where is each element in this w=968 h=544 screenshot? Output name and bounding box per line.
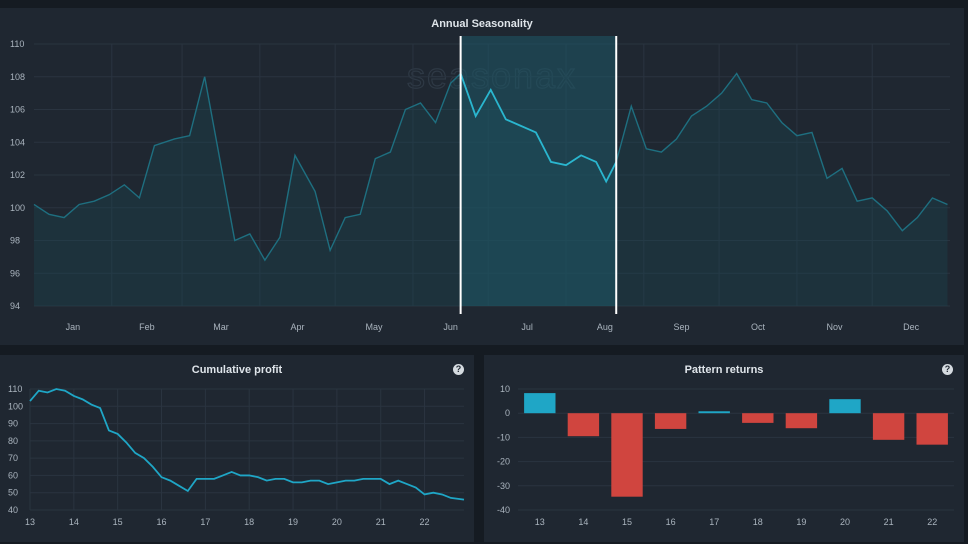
cumulative-profit-panel: Cumulative profit ? 40 50 60 70 80 90 100 110 13… <box>0 355 474 542</box>
x-tick-label: Sep <box>673 322 689 332</box>
x-tick-label: 21 <box>376 517 386 527</box>
y-tick-label: 40 <box>8 505 18 515</box>
x-tick-label: 14 <box>578 517 588 527</box>
y-tick-label: 100 <box>8 401 23 411</box>
y-tick-label: 110 <box>10 39 24 49</box>
x-tick-label: Mar <box>213 322 229 332</box>
x-tick-label: Jul <box>521 322 533 332</box>
y-tick-label: 102 <box>10 170 25 180</box>
x-tick-label: 20 <box>840 517 850 527</box>
x-tick-label: May <box>366 322 384 332</box>
cumulative-profit-line <box>29 388 465 501</box>
x-tick-label: 18 <box>753 517 763 527</box>
x-tick-label: Oct <box>751 322 766 332</box>
x-tick-label: 20 <box>332 517 342 527</box>
y-tick-label: 96 <box>10 268 20 278</box>
y-tick-label: -10 <box>497 432 510 442</box>
bar-14 <box>567 413 600 437</box>
selected-series-line <box>459 73 618 184</box>
y-tick-label: 106 <box>10 105 25 115</box>
x-tick-label: 19 <box>796 517 806 527</box>
y-tick-label: 60 <box>8 470 18 480</box>
y-tick-label: 10 <box>500 384 510 394</box>
x-tick-label: 22 <box>420 517 430 527</box>
bar-13 <box>524 393 556 414</box>
x-tick-label: Feb <box>139 322 155 332</box>
x-tick-label: 16 <box>157 517 167 527</box>
bar-16 <box>654 413 687 429</box>
x-tick-label: 14 <box>69 517 79 527</box>
y-tick-label: 98 <box>10 236 20 246</box>
bar-19 <box>785 413 818 429</box>
bar-17 <box>698 411 730 414</box>
y-tick-label: 104 <box>10 137 25 147</box>
bar-18 <box>742 413 774 423</box>
help-icon[interactable]: ? <box>453 364 464 375</box>
bar-20 <box>829 399 861 414</box>
cumulative-profit-chart: 40 50 60 70 80 90 100 110 13 14 15 16 17 18 19 20 21 22 <box>8 384 465 527</box>
y-tick-label: 94 <box>10 301 20 311</box>
y-tick-label: 50 <box>8 488 18 498</box>
pattern-returns-title: Pattern returns <box>684 364 764 376</box>
y-tick-label: -40 <box>497 505 510 515</box>
seasonality-title: Annual Seasonality <box>431 18 533 30</box>
bar-22 <box>916 413 948 445</box>
x-tick-label: 15 <box>622 517 632 527</box>
x-tick-label: 21 <box>884 517 894 527</box>
y-tick-label: -20 <box>497 457 510 467</box>
bar-15 <box>611 413 643 497</box>
x-tick-label: 18 <box>244 517 254 527</box>
x-tick-label: 17 <box>200 517 210 527</box>
selection-area <box>460 36 617 306</box>
pattern-returns-chart: 10 0 -10 -20 -30 -40 13 14 15 16 17 18 19 20 21 22 <box>497 384 954 527</box>
y-tick-label: 80 <box>8 436 18 446</box>
x-tick-label: 13 <box>25 517 35 527</box>
bar-21 <box>872 413 905 440</box>
x-tick-label: 22 <box>927 517 937 527</box>
y-tick-label: 0 <box>505 408 510 418</box>
cumulative-profit-title: Cumulative profit <box>191 364 283 376</box>
x-tick-label: 13 <box>535 517 545 527</box>
pattern-returns-panel: Pattern returns ? 10 0 -10 -20 -30 -40 13 14 15 1… <box>484 355 964 542</box>
y-tick-label: 110 <box>8 384 22 394</box>
x-tick-label: Jun <box>443 322 458 332</box>
x-tick-label: Apr <box>290 322 304 332</box>
y-tick-label: 90 <box>8 419 18 429</box>
x-tick-label: Nov <box>827 322 844 332</box>
x-tick-label: Dec <box>903 322 920 332</box>
x-tick-label: Jan <box>66 322 81 332</box>
y-tick-label: 70 <box>8 453 18 463</box>
y-tick-label: -30 <box>497 481 510 491</box>
seasonality-chart[interactable]: seasonax949698100102104106108110JanFebMa… <box>0 8 964 345</box>
seasonality-panel: Annual Seasonality seasonax9496981001021… <box>0 8 964 345</box>
y-tick-label: 108 <box>10 72 25 82</box>
x-tick-label: 15 <box>113 517 123 527</box>
help-icon[interactable]: ? <box>942 364 953 375</box>
y-tick-label: 100 <box>10 203 25 213</box>
x-tick-label: 17 <box>709 517 719 527</box>
x-tick-label: 19 <box>288 517 298 527</box>
x-tick-label: 16 <box>666 517 676 527</box>
x-tick-label: Aug <box>597 322 613 332</box>
